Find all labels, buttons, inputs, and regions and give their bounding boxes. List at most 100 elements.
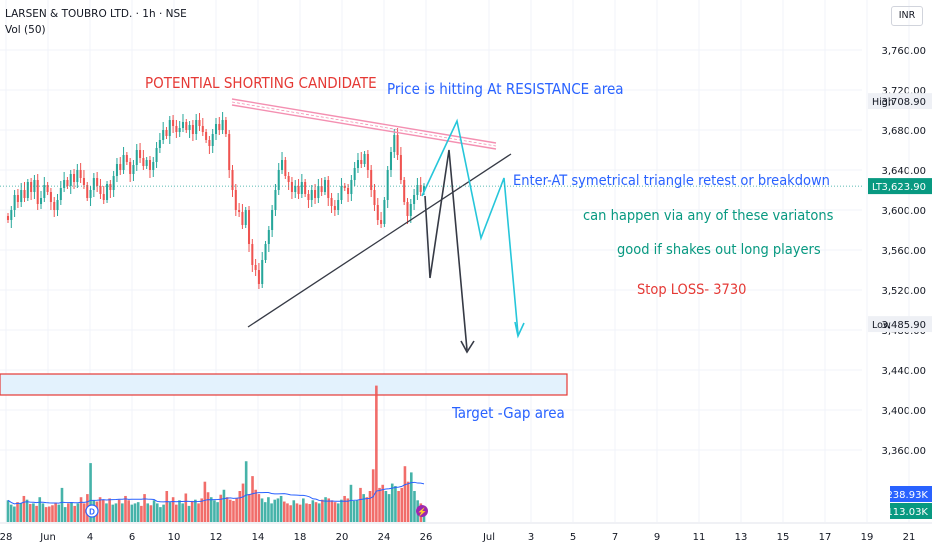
candle-body (340, 186, 343, 200)
candle-body (396, 135, 399, 155)
volume-bar (38, 497, 42, 522)
candle-body (231, 170, 234, 190)
candle-body (102, 194, 105, 200)
candle-body (59, 188, 62, 200)
candle-body (221, 120, 224, 130)
candle-body (294, 186, 297, 192)
candle-body (224, 120, 227, 134)
volume-bar (25, 499, 29, 522)
price-tick-label: 3,600.00 (881, 206, 926, 217)
candle-body (99, 186, 102, 194)
candle-body (69, 174, 72, 186)
volume-bar (181, 503, 184, 522)
volume-bar (190, 500, 194, 522)
price-tick-label: 3,400.00 (881, 406, 926, 417)
volume-bar (117, 499, 121, 522)
price-tick-label: 3,440.00 (881, 366, 926, 377)
volume-bar (82, 503, 86, 522)
candle-body (413, 195, 416, 204)
annotation-variations: can happen via any of these variatons (583, 208, 834, 224)
candle-body (76, 170, 79, 182)
resistance-line[interactable] (231, 104, 497, 150)
candle-body (49, 192, 52, 202)
volume-bar (260, 498, 264, 522)
volume-bar (67, 503, 70, 522)
candle-body (257, 270, 260, 284)
candle-body (96, 178, 99, 186)
candle-body (20, 190, 23, 202)
currency-button[interactable]: INR (891, 6, 923, 26)
candle-body (277, 170, 280, 190)
volume-bar (47, 506, 51, 522)
candle-body (264, 244, 267, 260)
candle-body (330, 198, 333, 206)
volume-bar (13, 506, 16, 522)
volume-bar (302, 498, 305, 522)
low-marker-bg (868, 316, 932, 333)
high-marker-label: High (872, 97, 894, 108)
volume-bar (378, 487, 381, 522)
candle-body (73, 174, 76, 182)
volume-bar (152, 500, 156, 522)
candle-body (274, 190, 277, 210)
candle-body (373, 190, 376, 205)
resistance-line[interactable] (231, 98, 497, 144)
volume-bar (146, 503, 150, 522)
volume-bar (149, 505, 153, 522)
volume-bar (159, 507, 162, 522)
volume-bar (270, 503, 273, 522)
candle-body (139, 150, 142, 158)
volume-bar (105, 503, 108, 522)
time-tick-label: 20 (336, 532, 349, 543)
candle-body (10, 210, 13, 220)
candle-body (271, 210, 274, 230)
candle-body (310, 190, 313, 200)
annotation-shakeout: good if shakes out long players (617, 242, 821, 258)
candle-body (158, 140, 161, 148)
earnings-event-icon[interactable] (416, 505, 428, 517)
volume-bar (381, 484, 385, 522)
time-tick-label: 6 (129, 532, 135, 543)
candle-body (241, 212, 244, 225)
volume-bar (143, 494, 146, 522)
volume-bar (197, 503, 200, 522)
projection-path-dark[interactable] (424, 149, 468, 351)
price-tick-label: 3,720.00 (881, 86, 926, 97)
candle-body (244, 210, 247, 225)
time-tick-label: 9 (654, 532, 660, 543)
candle-body (320, 186, 323, 192)
volume-bar (298, 504, 302, 522)
volume-bar (371, 469, 375, 522)
price-tick-label: 3,360.00 (881, 446, 926, 457)
volume-bar (286, 503, 289, 522)
volume-bar (28, 504, 32, 522)
dividend-event-icon[interactable] (85, 504, 99, 518)
candle-body (406, 202, 409, 216)
volume-indicator-label[interactable]: Vol (50) (5, 24, 46, 36)
projection-arrow-cyan (514, 321, 525, 339)
volume-bar (375, 385, 378, 522)
projection-path-cyan[interactable] (421, 118, 519, 335)
time-tick-label: 18 (294, 532, 307, 543)
candle-body (267, 230, 270, 244)
volume-bar (273, 499, 277, 522)
candle-body (403, 180, 406, 202)
volume-bar (194, 499, 197, 522)
volume-bar (60, 487, 64, 522)
candle-body (162, 130, 165, 140)
candle-body (30, 182, 33, 192)
candle-body (53, 202, 56, 210)
candle-body (43, 185, 46, 198)
candle-body (195, 120, 198, 134)
candle-body (155, 148, 158, 162)
volume-bar (200, 498, 204, 522)
candle-body (304, 182, 307, 194)
time-tick-label: 15 (777, 532, 790, 543)
volume-bar (79, 497, 83, 522)
volume-bar (359, 487, 362, 522)
candle-body (363, 154, 366, 164)
candle-body (370, 170, 373, 190)
support-trendline[interactable] (247, 153, 512, 328)
volume-bar (336, 503, 340, 522)
